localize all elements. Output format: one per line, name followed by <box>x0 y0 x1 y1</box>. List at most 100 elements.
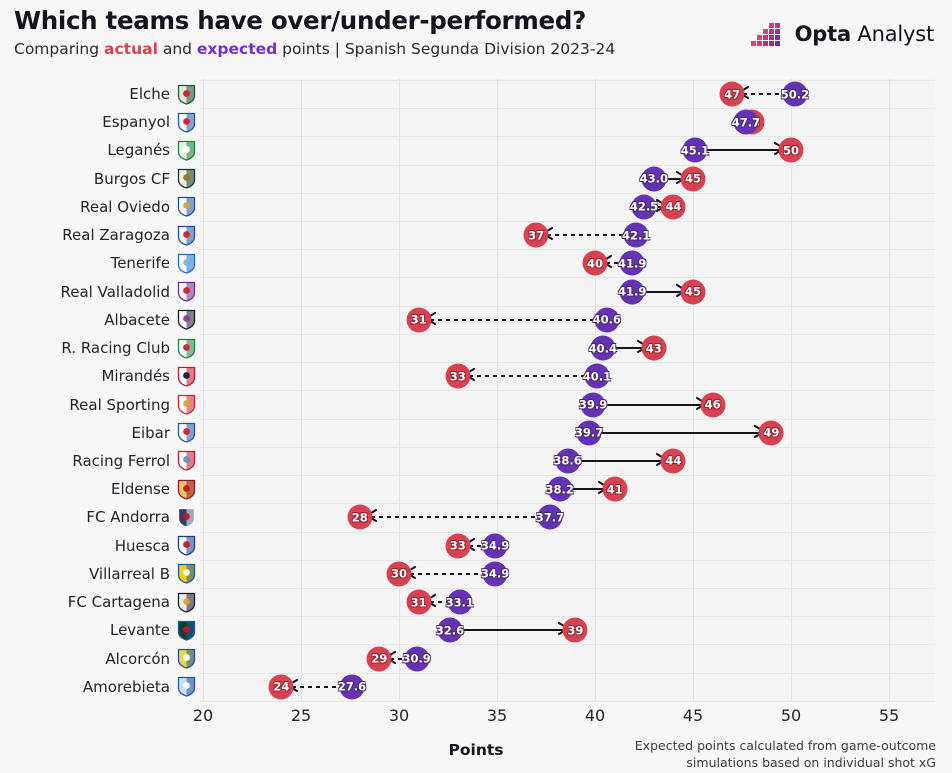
connector-overperform <box>600 431 761 434</box>
chart-footnote: Expected points calculated from game-out… <box>634 738 936 770</box>
team-row-label[interactable]: Real Zaragoza <box>0 222 196 248</box>
connector-underperform <box>743 93 784 95</box>
actual-points-marker[interactable]: 44 <box>660 194 686 220</box>
actual-points-marker[interactable]: 40 <box>582 250 608 276</box>
gridline-horizontal <box>200 616 935 618</box>
actual-points-marker[interactable]: 46 <box>700 392 726 418</box>
actual-points-marker[interactable]: 33 <box>445 363 471 389</box>
valladolid-crest <box>177 281 196 302</box>
team-row-label[interactable]: Albacete <box>0 307 196 333</box>
actual-points-marker[interactable]: 47 <box>719 81 745 107</box>
expected-points-marker[interactable]: 50.2 <box>781 81 809 107</box>
team-row-label[interactable]: Burgos CF <box>0 166 196 192</box>
gridline-horizontal <box>200 559 935 561</box>
expected-points-marker[interactable]: 38.6 <box>553 448 582 474</box>
team-row-label[interactable]: Huesca <box>0 533 196 559</box>
actual-points-marker[interactable]: 41 <box>602 476 628 502</box>
actual-points-marker[interactable]: 43 <box>641 335 667 361</box>
actual-points-marker[interactable]: 45 <box>680 166 706 192</box>
team-row-label[interactable]: Eldense <box>0 476 196 502</box>
team-row-label[interactable]: Tenerife <box>0 250 196 276</box>
team-row-label[interactable]: Real Valladolid <box>0 279 196 305</box>
expected-points-marker[interactable]: 34.9 <box>481 533 509 559</box>
expected-points-marker[interactable]: 30.9 <box>402 646 431 672</box>
leganes-crest <box>177 140 196 161</box>
actual-points-marker[interactable]: 29 <box>366 646 392 672</box>
team-row-label[interactable]: Espanyol <box>0 109 196 135</box>
x-axis-label: Points <box>448 741 504 759</box>
expected-points-marker[interactable]: 43.0 <box>640 166 668 192</box>
team-name: R. Racing Club <box>61 339 170 358</box>
subtitle-mid: and <box>157 40 197 58</box>
expected-points-marker[interactable]: 34.9 <box>481 561 509 587</box>
team-row-label[interactable]: Racing Ferrol <box>0 448 196 474</box>
team-row-label[interactable]: Real Sporting <box>0 392 196 418</box>
team-row-label[interactable]: Levante <box>0 617 196 643</box>
team-row-label[interactable]: Villarreal B <box>0 561 196 587</box>
gridline-horizontal <box>200 475 935 477</box>
actual-points-marker[interactable]: 49 <box>758 420 784 446</box>
actual-points-marker[interactable]: 33 <box>445 533 471 559</box>
gridline-vertical <box>203 79 204 701</box>
gridline-horizontal <box>200 164 935 166</box>
actual-points-marker[interactable]: 50 <box>778 137 804 163</box>
actual-points-marker[interactable]: 30 <box>386 561 412 587</box>
actual-points-marker[interactable]: 31 <box>406 307 432 333</box>
expected-points-marker[interactable]: 41.9 <box>618 279 646 305</box>
villarrealb-crest <box>177 563 196 585</box>
actual-points-marker[interactable]: 28 <box>347 504 373 530</box>
team-row-label[interactable]: R. Racing Club <box>0 335 196 361</box>
expected-points-marker[interactable]: 39.7 <box>575 420 603 446</box>
subtitle-expected-keyword: expected <box>196 40 278 58</box>
logo-opta-text: Opta <box>794 22 851 46</box>
albacete-crest <box>177 309 196 330</box>
actual-points-marker[interactable]: 45 <box>680 279 706 305</box>
expected-points-marker[interactable]: 40.1 <box>583 363 611 389</box>
actual-points-marker[interactable]: 44 <box>660 448 686 474</box>
gridline-horizontal <box>200 305 935 307</box>
team-row-label[interactable]: Leganés <box>0 137 196 163</box>
expected-points-marker[interactable]: 32.6 <box>436 617 464 643</box>
expected-points-marker[interactable]: 40.4 <box>589 335 617 361</box>
team-row-label[interactable]: FC Cartagena <box>0 589 196 615</box>
expected-points-marker[interactable]: 37.7 <box>536 504 564 530</box>
team-row-label[interactable]: Elche <box>0 81 196 107</box>
actual-points-marker[interactable]: 37 <box>523 222 549 248</box>
expected-points-marker[interactable]: 45.1 <box>681 137 709 163</box>
mirandes-crest <box>177 366 196 387</box>
opta-analyst-logo: Opta Analyst <box>750 17 934 51</box>
actual-points-marker[interactable]: 24 <box>268 674 294 700</box>
expected-points-marker[interactable]: 47.7 <box>732 109 760 135</box>
team-name: Real Valladolid <box>60 282 170 301</box>
team-name: Real Sporting <box>69 395 170 414</box>
gridline-horizontal <box>200 277 935 279</box>
gridline-horizontal <box>200 79 935 81</box>
tenerife-crest <box>177 253 196 274</box>
opta-analyst-wordmark: Opta Analyst <box>794 22 935 46</box>
expected-points-marker[interactable]: 27.6 <box>338 674 366 700</box>
team-row-label[interactable]: Alcorcón <box>0 646 196 672</box>
team-row-label[interactable]: Eibar <box>0 420 196 446</box>
actual-points-marker[interactable]: 39 <box>562 617 588 643</box>
expected-points-marker[interactable]: 42.5 <box>630 194 658 220</box>
expected-points-marker[interactable]: 38.2 <box>546 476 574 502</box>
gridline-horizontal <box>200 192 935 194</box>
actual-points-marker[interactable]: 31 <box>406 589 432 615</box>
expected-points-marker[interactable]: 42.1 <box>622 222 650 248</box>
racing-santander-crest <box>177 338 196 359</box>
x-axis-tick-label: 45 <box>682 706 704 725</box>
team-row-label[interactable]: Real Oviedo <box>0 194 196 220</box>
team-name: Levante <box>109 621 170 640</box>
team-row-label[interactable]: Mirandés <box>0 363 196 389</box>
page-title: Which teams have over/under-performed? <box>14 6 586 35</box>
expected-points-marker[interactable]: 40.6 <box>593 307 621 333</box>
expected-points-marker[interactable]: 33.1 <box>446 589 474 615</box>
team-row-label[interactable]: FC Andorra <box>0 504 196 530</box>
expected-points-marker[interactable]: 41.9 <box>618 250 646 276</box>
team-name: Villarreal B <box>88 564 170 583</box>
alcorcon-crest <box>177 648 196 669</box>
x-axis-tick-label: 35 <box>486 706 508 725</box>
subtitle-actual-keyword: actual <box>104 40 158 58</box>
expected-points-marker[interactable]: 39.9 <box>579 392 607 418</box>
team-row-label[interactable]: Amorebieta <box>0 674 196 700</box>
